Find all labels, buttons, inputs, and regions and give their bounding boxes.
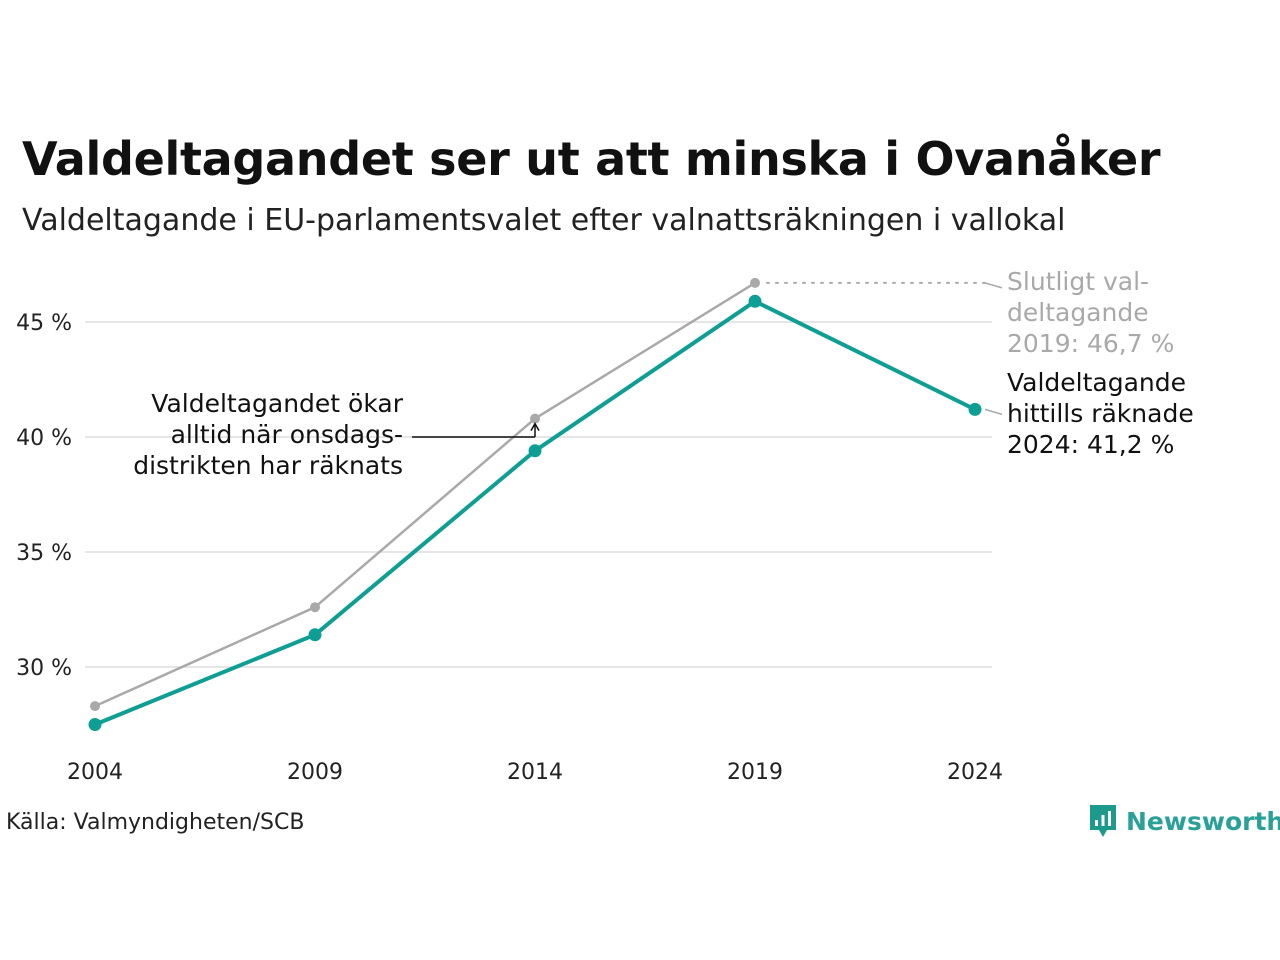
data-point-counted [88, 718, 102, 731]
x-tick-label: 2009 [287, 760, 343, 785]
counted-2024-label-line: hittills räknade [1007, 399, 1194, 428]
chart-title: Valdeltagandet ser ut att minska i Ovanå… [22, 132, 1161, 186]
final-leader-tick [984, 282, 1003, 289]
wednesday-note-line: distrikten har räknats [133, 451, 403, 480]
y-tick-label: 30 % [16, 656, 72, 681]
y-tick-label: 40 % [16, 426, 72, 451]
data-point-counted [968, 402, 982, 416]
x-tick-label: 2004 [67, 760, 123, 785]
wednesday-note: Valdeltagandet ökar alltid när onsdags-di… [133, 389, 403, 480]
counted-2024-label-line: Valdeltagande [1007, 368, 1186, 397]
counted-2024-label: Valdeltagande hittills räknade 2024: 41,2 … [1007, 368, 1194, 459]
final-2019-label-line: deltagande [1007, 298, 1149, 327]
final-2019-label: Slutligt val-deltagande 2019: 46,7 % [1007, 267, 1174, 358]
data-point-counted [528, 444, 542, 458]
newsworthy-logo-icon [1090, 805, 1116, 837]
y-tick-label: 35 % [16, 541, 72, 566]
source-note: Källa: Valmyndigheten/SCB [6, 810, 305, 835]
data-point-final [750, 277, 760, 288]
wednesday-note-line: alltid när onsdags- [171, 420, 403, 449]
data-point-final [90, 701, 100, 712]
note-arrow-head [530, 422, 540, 431]
x-tick-label: 2019 [727, 760, 783, 785]
counted-leader [984, 408, 1003, 416]
counted-2024-label-line: 2024: 41,2 % [1007, 430, 1174, 459]
x-tick-label: 2024 [947, 760, 1003, 785]
final-2019-label-line: 2019: 46,7 % [1007, 329, 1174, 358]
wednesday-note-line: Valdeltagandet ökar [151, 389, 403, 418]
brand-name: Newsworthy [1126, 806, 1280, 836]
data-point-counted [308, 628, 322, 642]
series-line-counted [93, 299, 977, 727]
final-2019-label-line: Slutligt val- [1007, 267, 1149, 296]
data-point-final [530, 413, 540, 424]
y-tick-label: 45 % [16, 311, 72, 336]
series-line-final [93, 281, 757, 708]
data-point-final [310, 602, 320, 613]
brand-logo: Newsworthy [1088, 803, 1280, 839]
chart-subtitle: Valdeltagande i EU-parlamentsvalet efter… [22, 203, 1066, 238]
x-tick-label: 2014 [507, 760, 563, 785]
data-point-counted [748, 294, 762, 308]
